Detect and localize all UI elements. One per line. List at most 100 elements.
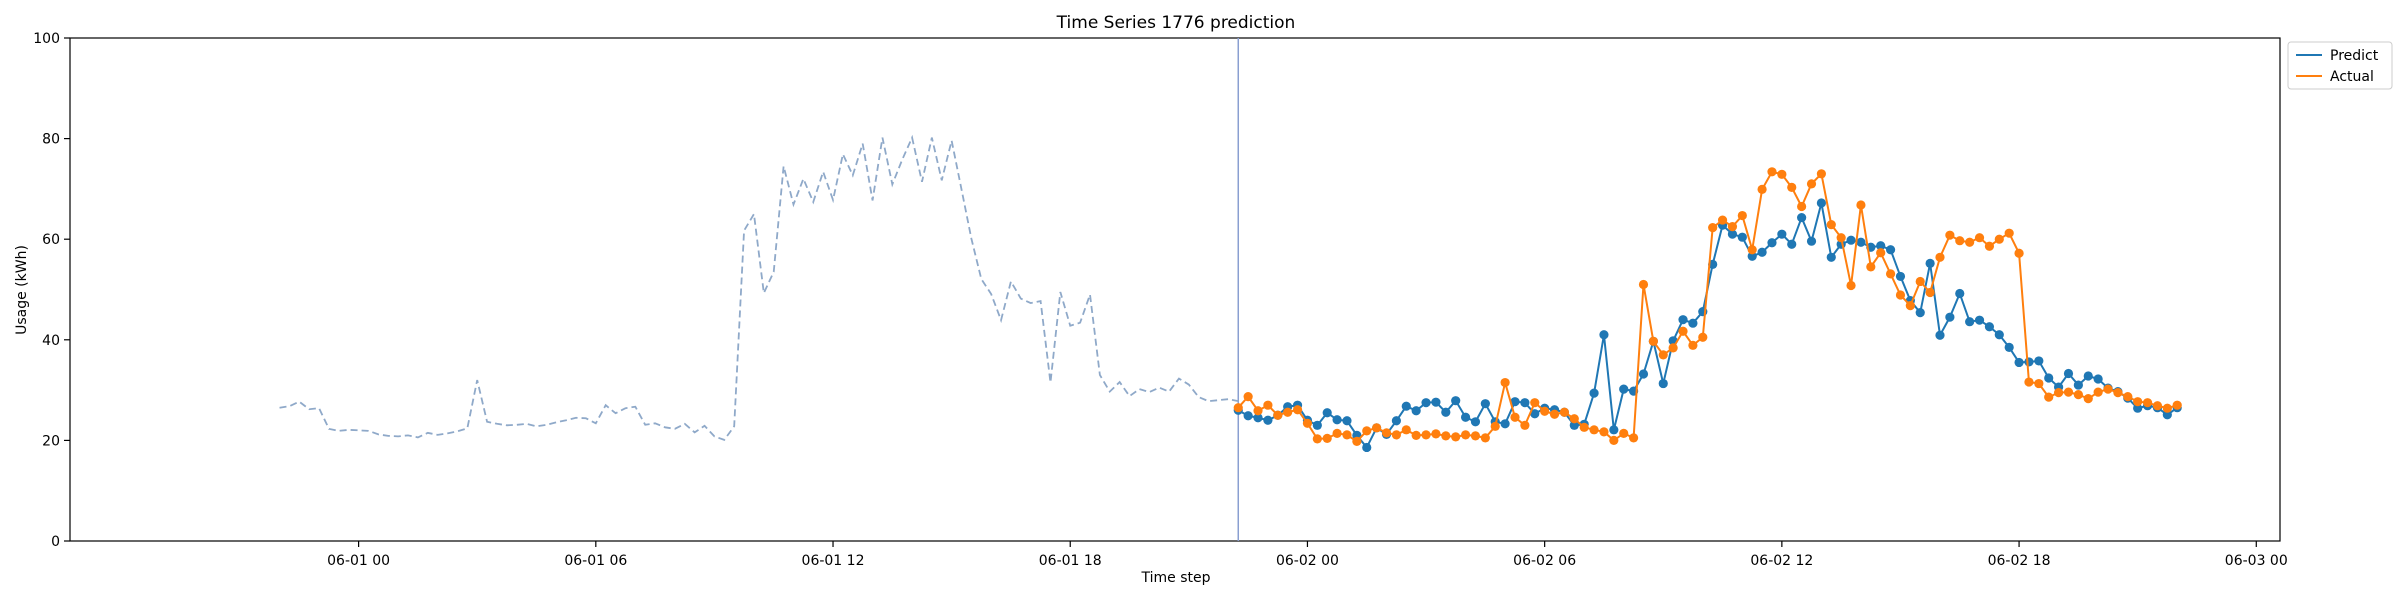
actual-point <box>1480 433 1490 443</box>
actual-point <box>1668 343 1678 353</box>
x-tick-label: 06-02 00 <box>1276 553 1339 569</box>
predict-point <box>1915 308 1925 318</box>
actual-point <box>1866 262 1876 272</box>
actual-point <box>1549 409 1560 419</box>
legend-box <box>2287 41 2393 90</box>
actual-point <box>1658 350 1668 360</box>
actual-point <box>2044 392 2054 402</box>
actual-point <box>1876 248 1886 258</box>
predict-point <box>1263 415 1273 425</box>
actual-point <box>2162 403 2172 413</box>
actual-point <box>2004 228 2014 238</box>
actual-point <box>1372 423 1382 433</box>
y-tick-label: 60 <box>42 232 60 248</box>
actual-point <box>2113 388 2123 398</box>
actual-point <box>1243 392 1253 402</box>
actual-point <box>1302 418 1313 428</box>
actual-point <box>1737 210 1747 221</box>
actual-point <box>1925 287 1935 298</box>
predict-point <box>1757 247 1767 257</box>
actual-point <box>2093 387 2103 397</box>
actual-point <box>1727 222 1738 232</box>
actual-point <box>1797 201 1807 212</box>
actual-point <box>2083 394 2093 404</box>
actual-point <box>1826 220 1836 230</box>
actual-point <box>1401 425 1411 435</box>
actual-point <box>1895 290 1906 300</box>
actual-point <box>1579 422 1589 432</box>
predict-point <box>1332 415 1342 425</box>
actual-point <box>1322 433 1332 443</box>
x-tick-label: 06-02 18 <box>1988 553 2051 569</box>
legend-actual-label: Actual <box>2330 69 2374 85</box>
actual-point <box>2142 398 2153 408</box>
actual-point <box>2024 377 2034 387</box>
predict-point <box>1451 396 1461 406</box>
actual-point <box>1688 340 1698 350</box>
predict-point <box>1797 212 1807 223</box>
actual-point <box>1787 182 1797 192</box>
actual-point <box>1698 332 1708 342</box>
x-tick-label: 06-03 00 <box>2225 553 2288 569</box>
predict-point <box>1945 312 1955 322</box>
actual-point <box>1421 430 1431 440</box>
predict-point <box>1806 236 1817 246</box>
predict-point <box>1925 258 1935 268</box>
actual-line <box>1237 170 2178 443</box>
actual-point <box>1638 279 1649 290</box>
actual-point <box>1816 169 1826 179</box>
predict-point <box>2024 357 2034 367</box>
actual-point <box>1569 414 1579 424</box>
predict-point <box>1441 407 1451 417</box>
predict-point <box>2034 356 2044 366</box>
predict-point <box>1767 238 1777 248</box>
actual-point <box>1717 215 1728 225</box>
actual-point <box>1470 431 1481 441</box>
x-tick-label: 06-02 06 <box>1513 553 1576 569</box>
predict-point <box>1935 330 1945 340</box>
x-tick-label: 06-01 06 <box>564 553 627 569</box>
x-axis: 06-01 00 06-01 06 06-01 12 06-01 18 06-02 00… <box>327 541 2288 569</box>
predict-point <box>1530 409 1540 419</box>
actual-point <box>2034 378 2044 389</box>
legend-predict-label: Predict <box>2330 48 2379 64</box>
actual-point <box>1233 403 1243 413</box>
x-axis-label: Time step <box>1141 570 1211 586</box>
predict-point <box>1510 397 1520 407</box>
actual-point <box>1273 410 1283 420</box>
y-tick-label: 100 <box>33 31 60 47</box>
predict-point <box>1638 369 1649 379</box>
predict-point <box>2083 371 2093 381</box>
actual-point <box>1312 434 1322 444</box>
actual-point <box>2103 384 2113 394</box>
actual-point <box>1520 420 1530 430</box>
y-tick-label: 80 <box>42 132 60 148</box>
actual-point <box>1441 431 1451 441</box>
actual-point <box>1856 200 1866 210</box>
actual-point <box>1935 252 1945 262</box>
predict-point <box>1678 315 1688 325</box>
y-axis: 0 20 40 60 80 100 <box>33 31 70 550</box>
actual-point <box>1342 430 1352 440</box>
actual-point <box>1984 241 1995 251</box>
actual-point <box>1648 336 1658 346</box>
predict-point <box>1569 420 1579 430</box>
predict-point <box>1727 229 1738 239</box>
actual-point <box>1885 269 1896 279</box>
actual-point <box>1530 398 1540 408</box>
predict-point <box>1599 330 1609 340</box>
predict-point <box>2162 410 2172 420</box>
predict-point <box>1885 245 1896 255</box>
predict-point <box>1737 232 1747 242</box>
actual-point <box>1352 436 1362 447</box>
chart-title: Time Series 1776 prediction <box>1056 13 1296 33</box>
predict-point <box>1431 397 1441 407</box>
predict-point <box>1895 271 1906 282</box>
series-layer <box>279 134 2182 453</box>
predict-point <box>1777 229 1787 239</box>
predict-point <box>1253 413 1263 423</box>
actual-point <box>2073 390 2083 400</box>
predict-point <box>2014 357 2024 368</box>
predict-point <box>1460 412 1471 422</box>
